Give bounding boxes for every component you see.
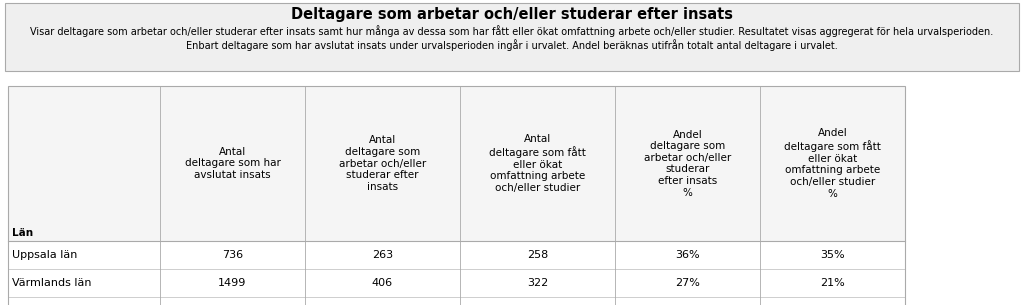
Text: 406: 406 <box>372 278 393 288</box>
Text: Uppsala län: Uppsala län <box>12 250 78 260</box>
Bar <box>8 269 905 297</box>
Bar <box>8 86 905 305</box>
Bar <box>8 86 905 241</box>
Text: 263: 263 <box>372 250 393 260</box>
Text: 736: 736 <box>222 250 243 260</box>
Text: Antal
deltagare som har
avslutat insats: Antal deltagare som har avslutat insats <box>184 147 281 180</box>
Text: 1499: 1499 <box>218 278 247 288</box>
Text: Enbart deltagare som har avslutat insats under urvalsperioden ingår i urvalet. A: Enbart deltagare som har avslutat insats… <box>186 39 838 51</box>
Text: 322: 322 <box>527 278 548 288</box>
Bar <box>8 297 905 305</box>
Text: Värmlands län: Värmlands län <box>12 278 91 288</box>
Bar <box>8 241 905 269</box>
Text: 27%: 27% <box>675 278 700 288</box>
Text: Andel
deltagare som
arbetar och/eller
studerar
efter insats
%: Andel deltagare som arbetar och/eller st… <box>644 130 731 198</box>
Bar <box>5 3 1019 71</box>
Text: 35%: 35% <box>820 250 845 260</box>
Text: Län: Län <box>12 228 33 238</box>
Text: 258: 258 <box>527 250 548 260</box>
Text: Andel
deltagare som fått
eller ökat
omfattning arbete
och/eller studier
%: Andel deltagare som fått eller ökat omfa… <box>784 128 881 199</box>
Text: Visar deltagare som arbetar och/eller studerar efter insats samt hur många av de: Visar deltagare som arbetar och/eller st… <box>31 25 993 37</box>
Text: 36%: 36% <box>675 250 699 260</box>
Text: Antal
deltagare som fått
eller ökat
omfattning arbete
och/eller studier: Antal deltagare som fått eller ökat omfa… <box>489 134 586 193</box>
Text: Antal
deltagare som
arbetar och/eller
studerar efter
insats: Antal deltagare som arbetar och/eller st… <box>339 135 426 192</box>
Text: 21%: 21% <box>820 278 845 288</box>
Text: Deltagare som arbetar och/eller studerar efter insats: Deltagare som arbetar och/eller studerar… <box>291 7 733 22</box>
